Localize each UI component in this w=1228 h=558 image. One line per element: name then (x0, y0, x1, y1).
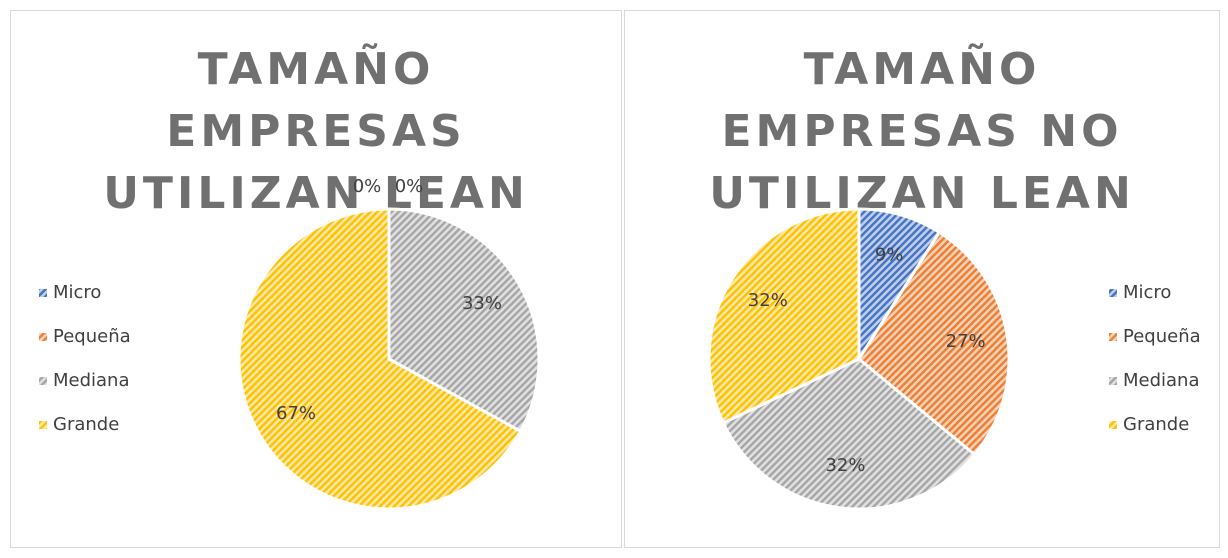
pie-slice (857, 207, 942, 365)
legend-label: Grande (53, 414, 119, 435)
chart: 0% 0% 33% 67% Micro Pequeña Mediana Grande (39, 176, 541, 511)
pie-slice (721, 357, 977, 511)
legend-label: Mediana (53, 370, 130, 391)
legend-label: Pequeña (53, 326, 131, 347)
legend-swatch (39, 421, 47, 429)
data-label: 32% (825, 455, 865, 476)
chart: 9% 27% 32% 32% Micro Pequeña Mediana Grande (707, 207, 1201, 511)
legend-label: Pequeña (1123, 326, 1201, 347)
legend-swatch (39, 333, 47, 341)
legend-label: Micro (1123, 282, 1171, 303)
pie-slice (237, 207, 523, 511)
data-label: 0% (395, 176, 424, 197)
data-label: 32% (748, 290, 788, 311)
data-label: 9% (875, 244, 904, 265)
chart-title: TAMAÑO EMPRESAS UTILIZAN LEAN (103, 44, 529, 219)
legend-swatch (39, 289, 47, 297)
legend-label: Grande (1123, 414, 1189, 435)
chart-panel: TAMAÑO EMPRESAS NO UTILIZAN LEAN 9% 27% 32… (624, 10, 1220, 548)
legend-label: Mediana (1123, 370, 1200, 391)
pie-slice (857, 230, 1011, 457)
legend-swatch (1109, 289, 1117, 297)
chart-panel: TAMAÑO EMPRESAS UTILIZAN LEAN 0% 0% 33% 67%… (10, 10, 622, 548)
legend-swatch (1109, 377, 1117, 385)
legend-swatch (1109, 421, 1117, 429)
data-label: 33% (462, 293, 502, 314)
legend-label: Micro (53, 282, 101, 303)
data-label: 27% (946, 331, 986, 352)
legend-swatch (1109, 333, 1117, 341)
pie-slice (707, 207, 861, 425)
pie-slice (387, 207, 541, 434)
legend-swatch (39, 377, 47, 385)
chart-title: TAMAÑO EMPRESAS NO UTILIZAN LEAN (709, 44, 1135, 219)
data-label: 0% (353, 176, 382, 197)
data-label: 67% (276, 403, 316, 424)
